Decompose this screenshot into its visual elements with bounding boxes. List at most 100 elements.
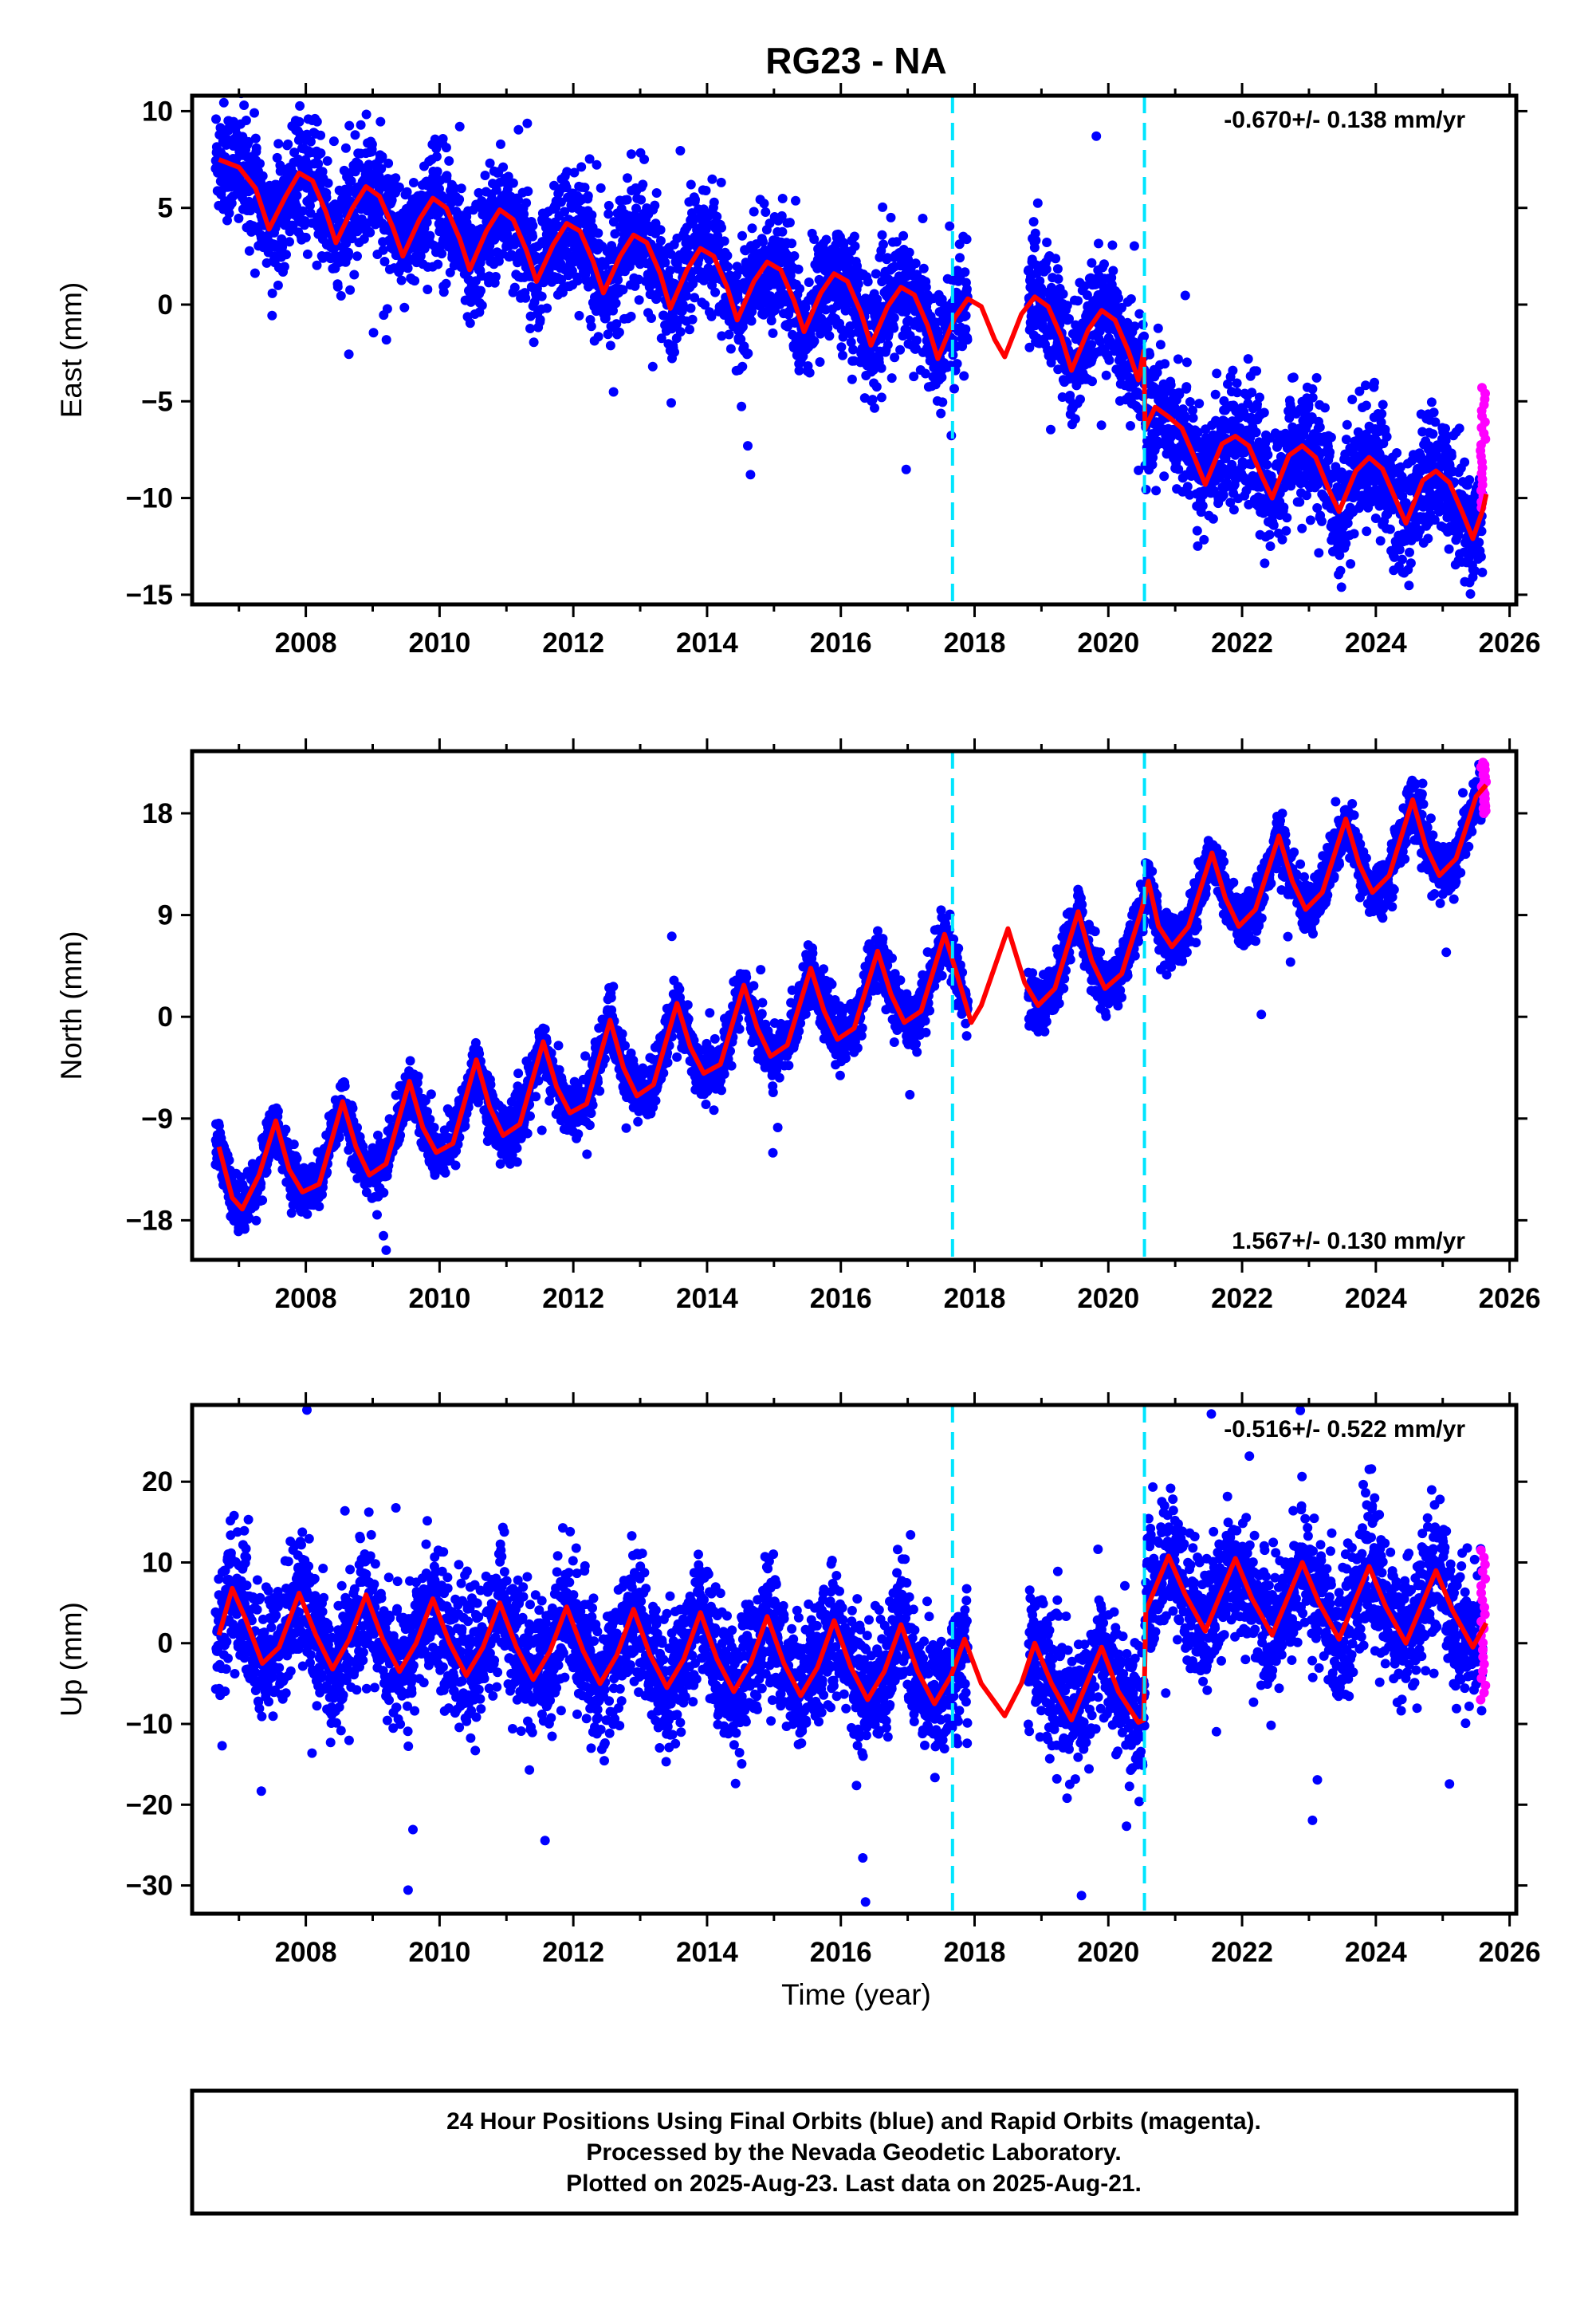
- east-final-orbit-point: [707, 174, 717, 184]
- east-final-orbit-point: [918, 263, 929, 274]
- east-final-orbit-point: [521, 198, 532, 208]
- east-final-orbit-point: [607, 241, 617, 251]
- east-final-orbit-point: [1377, 409, 1387, 419]
- east-final-orbit-point: [1064, 313, 1074, 324]
- east-final-orbit-point: [889, 323, 899, 333]
- east-final-orbit-point: [244, 246, 254, 256]
- east-final-orbit-point: [576, 162, 587, 172]
- east-final-orbit-point: [410, 276, 420, 286]
- east-final-orbit-point: [789, 251, 800, 261]
- east-final-orbit-point: [614, 327, 624, 337]
- east-final-orbit-point: [316, 148, 326, 159]
- east-final-orbit-point: [716, 177, 726, 187]
- east-final-orbit-point: [382, 304, 392, 314]
- east-plot-area: [210, 96, 1491, 604]
- east-final-orbit-point: [1264, 529, 1275, 540]
- east-final-orbit-point: [273, 139, 284, 149]
- east-final-orbit-point: [285, 237, 294, 247]
- east-final-orbit-point: [1032, 198, 1043, 208]
- east-final-orbit-point: [623, 173, 632, 183]
- east-final-orbit-point: [224, 208, 234, 218]
- east-final-orbit-point: [737, 321, 748, 332]
- east-final-orbit-point: [431, 152, 442, 162]
- east-final-orbit-point: [1029, 242, 1040, 253]
- east-final-orbit-point: [1311, 372, 1322, 383]
- east-final-orbit-point: [529, 337, 539, 348]
- east-final-orbit-point: [682, 291, 691, 301]
- east-final-orbit-point: [685, 325, 694, 335]
- east-final-orbit-point: [350, 167, 360, 177]
- east-final-orbit-point: [239, 100, 250, 110]
- east-final-orbit-point: [586, 321, 596, 332]
- east-final-orbit-point: [250, 108, 259, 118]
- east-final-orbit-point: [243, 136, 254, 147]
- east-final-orbit-point: [1255, 392, 1264, 403]
- east-final-orbit-point: [743, 348, 753, 359]
- east-final-orbit-point: [918, 214, 928, 223]
- east-final-orbit-point: [891, 237, 902, 247]
- east-final-orbit-point: [347, 234, 357, 244]
- east-final-orbit-point: [777, 194, 788, 203]
- east-final-orbit-point: [1199, 534, 1209, 545]
- east-final-orbit-point: [377, 152, 387, 162]
- east-final-orbit-point: [1139, 331, 1150, 341]
- east-final-orbit-point: [1182, 482, 1193, 492]
- east-final-orbit-point: [415, 251, 426, 262]
- east-final-orbit-point: [670, 347, 679, 357]
- east-final-orbit-point: [961, 234, 972, 245]
- east-final-orbit-point: [710, 287, 721, 297]
- east-final-orbit-point: [1370, 377, 1379, 388]
- east-final-orbit-point: [1126, 421, 1135, 431]
- east-final-orbit-point: [1282, 513, 1292, 523]
- east-final-orbit-point: [850, 241, 860, 251]
- east-final-orbit-point: [1126, 294, 1136, 304]
- east-final-orbit-point: [737, 401, 747, 411]
- east-final-orbit-point: [889, 313, 899, 323]
- east-final-orbit-point: [871, 382, 882, 392]
- east-final-orbit-point: [251, 143, 261, 153]
- east-final-orbit-point: [1325, 447, 1335, 458]
- east-final-orbit-point: [787, 238, 797, 249]
- east-final-orbit-point: [535, 314, 545, 325]
- east-final-orbit-point: [961, 284, 972, 294]
- east-final-orbit-point: [521, 293, 531, 303]
- east-final-orbit-point: [513, 195, 524, 205]
- east-final-orbit-point: [301, 232, 311, 242]
- east-final-orbit-point: [241, 116, 251, 125]
- east-final-orbit-point: [261, 258, 272, 268]
- east-final-orbit-point: [743, 441, 753, 451]
- east-final-orbit-point: [848, 344, 859, 355]
- east-final-orbit-point: [794, 365, 804, 376]
- east-final-orbit-point: [613, 275, 623, 285]
- east-final-orbit-point: [647, 313, 656, 323]
- east-final-orbit-point: [1326, 432, 1336, 443]
- east-final-orbit-point: [378, 245, 388, 255]
- east-final-orbit-point: [920, 368, 930, 379]
- east-final-orbit-point: [717, 331, 727, 341]
- east-y-tick-label: 5: [158, 193, 173, 224]
- east-final-orbit-point: [1405, 547, 1414, 557]
- east-final-orbit-point: [898, 230, 909, 241]
- east-final-orbit-point: [626, 311, 636, 321]
- east-final-orbit-point: [313, 159, 324, 169]
- east-final-orbit-point: [537, 291, 547, 301]
- east-final-orbit-point: [871, 269, 881, 279]
- east-final-orbit-point: [1062, 301, 1072, 311]
- east-final-orbit-point: [618, 285, 628, 295]
- east-final-orbit-point: [345, 285, 356, 295]
- east-final-orbit-point: [1361, 380, 1370, 391]
- east-final-orbit-point: [556, 274, 567, 285]
- east-final-orbit-point: [1465, 588, 1476, 599]
- east-final-orbit-point: [1151, 486, 1162, 496]
- east-final-orbit-point: [522, 118, 533, 128]
- east-final-orbit-point: [408, 178, 419, 187]
- east-final-orbit-point: [1145, 349, 1155, 360]
- east-final-orbit-point: [1477, 567, 1488, 577]
- east-final-orbit-point: [959, 371, 969, 381]
- east-final-orbit-point: [496, 139, 505, 149]
- east-x-tick-label: 2014: [676, 628, 738, 659]
- east-final-orbit-point: [1041, 264, 1052, 274]
- east-final-orbit-point: [441, 278, 451, 289]
- east-final-orbit-point: [847, 374, 857, 384]
- east-final-orbit-point: [758, 237, 768, 247]
